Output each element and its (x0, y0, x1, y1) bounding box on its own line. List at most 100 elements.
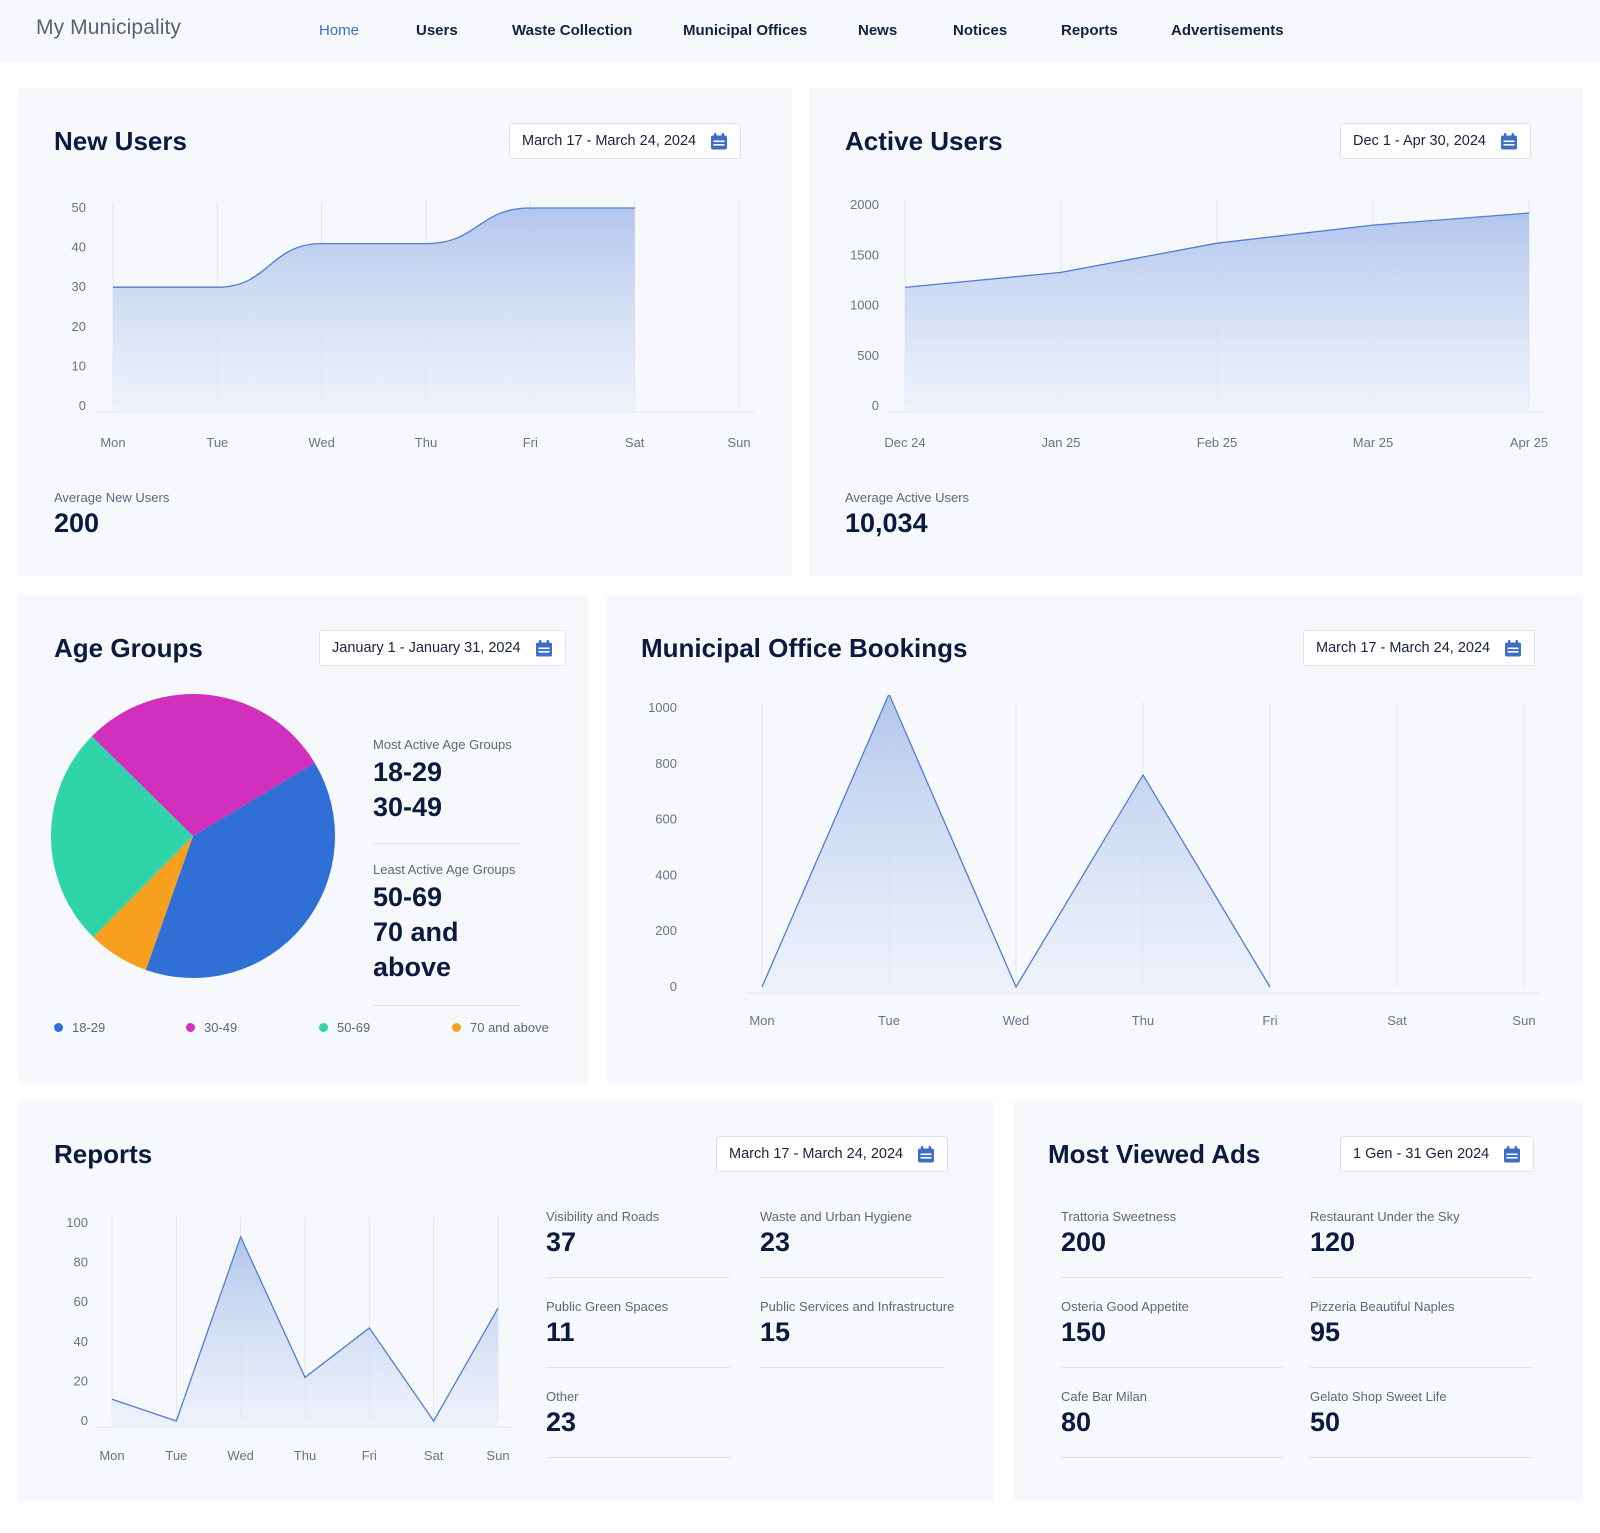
ad-item-label: Pizzeria Beautiful Naples (1310, 1299, 1455, 1314)
active-users-card: Active Users Dec 1 - Apr 30, 2024 0 500 10… (809, 88, 1583, 576)
x-tick-label: Thu (1132, 1013, 1154, 1028)
ad-item-value: 50 (1310, 1407, 1341, 1437)
least-active-group-1: 50-69 (373, 882, 443, 912)
pie-slice-18-29 (145, 762, 335, 978)
new-users-date-picker[interactable]: March 17 - March 24, 2024 (509, 123, 742, 159)
age-groups-title: Age Groups (54, 633, 203, 663)
x-tick-label: Wed (1003, 1013, 1030, 1028)
ad-item-value: 95 (1310, 1317, 1341, 1347)
y-tick-label: 400 (655, 867, 677, 882)
legend-label: 18-29 (72, 1020, 106, 1035)
ads-date-picker[interactable]: 1 Gen - 31 Gen 2024 (1340, 1136, 1535, 1172)
x-tick-label: Sat (1387, 1013, 1407, 1028)
y-tick-label: 0 (81, 1413, 88, 1428)
divider (1310, 1277, 1532, 1278)
calendar-icon (1503, 1145, 1521, 1163)
y-tick-label: 20 (72, 319, 86, 334)
report-item-value: 37 (546, 1227, 577, 1257)
x-tick-label: Feb 25 (1197, 435, 1237, 450)
top-navigation-bar: My Municipality Home Users Waste Collect… (0, 0, 1600, 62)
y-tick-label: 1000 (648, 700, 677, 715)
y-tick-label: 0 (872, 398, 879, 413)
x-tick-label: Sun (1512, 1013, 1535, 1028)
x-tick-label: Dec 24 (884, 435, 925, 450)
new-users-avg-value: 200 (54, 508, 100, 538)
date-range-label: January 1 - January 31, 2024 (332, 640, 521, 656)
ad-item-value: 200 (1061, 1227, 1107, 1257)
nav-waste-collection[interactable]: Waste Collection (512, 22, 633, 39)
divider (1061, 1277, 1283, 1278)
ads-title: Most Viewed Ads (1048, 1139, 1261, 1169)
divider (1061, 1457, 1283, 1458)
divider (546, 1367, 730, 1368)
divider (760, 1277, 944, 1278)
nav-advertisements[interactable]: Advertisements (1171, 22, 1284, 39)
legend-label: 50-69 (337, 1020, 371, 1035)
nav-users[interactable]: Users (416, 22, 458, 39)
legend-label: 70 and above (470, 1020, 549, 1035)
x-tick-label: Thu (294, 1448, 316, 1463)
y-tick-label: 2000 (850, 197, 879, 212)
series-area (112, 1236, 498, 1427)
y-tick-label: 100 (66, 1215, 88, 1230)
least-active-group-2: 70 and above (373, 917, 459, 982)
legend-50-69: 50-69 (319, 1020, 370, 1035)
y-tick-label: 600 (655, 812, 677, 827)
x-tick-label: Sun (486, 1448, 509, 1463)
series-area (905, 213, 1529, 412)
app-brand[interactable]: My Municipality (36, 16, 182, 39)
report-item-label: Waste and Urban Hygiene (760, 1209, 912, 1224)
report-item-value: 11 (546, 1317, 575, 1347)
date-range-label: Dec 1 - Apr 30, 2024 (1353, 133, 1486, 149)
active-users-avg-label: Average Active Users (845, 490, 970, 505)
new-users-avg-label: Average New Users (54, 490, 170, 505)
least-active-label: Least Active Age Groups (373, 862, 516, 877)
report-item-label: Visibility and Roads (546, 1209, 660, 1224)
active-users-title: Active Users (845, 126, 1003, 156)
date-range-label: March 17 - March 24, 2024 (522, 133, 697, 149)
nav-home[interactable]: Home (319, 22, 360, 39)
reports-card: Reports March 17 - March 24, 2024 0 20 40 6… (18, 1101, 994, 1501)
legend-70-plus: 70 and above (452, 1020, 549, 1035)
x-tick-label: Tue (206, 435, 228, 450)
y-tick-label: 800 (655, 756, 677, 771)
active-users-date-picker[interactable]: Dec 1 - Apr 30, 2024 (1340, 123, 1531, 159)
y-tick-label: 0 (670, 979, 677, 994)
pie-slice-70-and-above (93, 836, 193, 970)
bookings-date-picker[interactable]: March 17 - March 24, 2024 (1303, 630, 1536, 666)
y-tick-label: 500 (857, 348, 879, 363)
calendar-icon (1504, 639, 1522, 657)
x-tick-label: Jan 25 (1041, 435, 1080, 450)
new-users-card: New Users March 17 - March 24, 2024 0 10 2… (18, 88, 792, 576)
series-area (762, 695, 1270, 993)
reports-chart: 0 20 40 60 80 100 Mon Tue Wed Thu Fri Sat Sun (66, 1215, 514, 1463)
y-tick-label: 1500 (850, 247, 879, 262)
age-groups-date-picker[interactable]: January 1 - January 31, 2024 (319, 630, 566, 666)
calendar-icon (535, 639, 553, 657)
x-tick-label: Sat (625, 435, 645, 450)
x-tick-label: Wed (227, 1448, 254, 1463)
x-tick-label: Mon (100, 435, 125, 450)
legend-30-49: 30-49 (186, 1020, 237, 1035)
bookings-chart: 0 200 400 600 800 1000 Mon Tue Wed Thu Fri Sat Sun (648, 695, 1540, 1028)
nav-news[interactable]: News (858, 22, 898, 39)
new-users-title: New Users (54, 126, 187, 156)
report-item-label: Public Green Spaces (546, 1299, 669, 1314)
divider (1310, 1367, 1532, 1368)
legend-18-29: 18-29 (54, 1020, 105, 1035)
nav-notices[interactable]: Notices (953, 22, 1008, 39)
reports-date-picker[interactable]: March 17 - March 24, 2024 (716, 1136, 949, 1172)
divider (373, 1005, 521, 1006)
nav-reports[interactable]: Reports (1061, 22, 1118, 39)
most-viewed-ads-card: Most Viewed Ads 1 Gen - 31 Gen 2024 Trat… (1013, 1101, 1583, 1501)
nav-municipal-offices[interactable]: Municipal Offices (683, 22, 808, 39)
ad-item-label: Osteria Good Appetite (1061, 1299, 1189, 1314)
divider (760, 1367, 944, 1368)
ad-item-label: Restaurant Under the Sky (1310, 1209, 1460, 1224)
legend-dot (319, 1023, 328, 1032)
bookings-card: Municipal Office Bookings March 17 - Mar… (607, 595, 1583, 1083)
legend-dot (54, 1023, 63, 1032)
x-tick-label: Tue (165, 1448, 187, 1463)
report-item-value: 15 (760, 1317, 791, 1347)
divider (1310, 1457, 1532, 1458)
